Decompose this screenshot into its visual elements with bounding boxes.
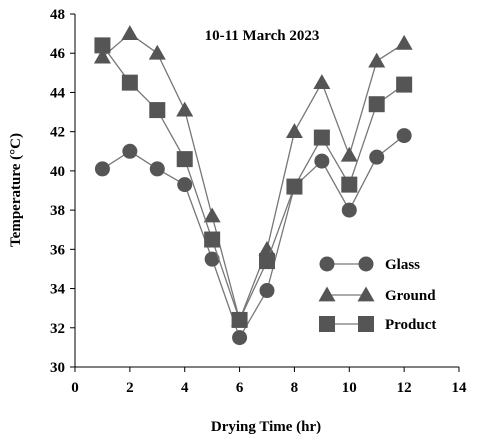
series-ground-point <box>121 25 139 40</box>
series-glass-point <box>122 143 138 159</box>
series-ground-line <box>102 32 405 323</box>
chart-legend: Glass Ground Product <box>318 256 436 333</box>
series-product-point <box>368 96 385 113</box>
series-product-point <box>396 76 413 93</box>
y-tick-label: 40 <box>50 164 65 180</box>
series-ground-point <box>285 123 303 139</box>
legend-marker-start <box>319 316 335 332</box>
series-product-point <box>286 178 303 195</box>
chart-axes <box>74 14 459 368</box>
x-tick-label: 2 <box>126 380 134 396</box>
series-glass-point <box>314 153 330 169</box>
series-ground-point <box>148 44 166 60</box>
series-ground-point <box>258 240 276 256</box>
series-glass-point <box>177 177 193 193</box>
legend-label: Product <box>385 317 436 333</box>
series-glass-point <box>232 330 248 346</box>
series-ground-point <box>313 74 331 90</box>
series-product-point <box>341 176 358 193</box>
y-tick-label: 46 <box>50 46 66 62</box>
legend-label: Glass <box>385 257 420 273</box>
series-product-point <box>149 102 166 119</box>
series-ground <box>93 25 413 327</box>
y-tick-label: 42 <box>50 125 65 141</box>
series-product-point <box>204 231 221 248</box>
series-glass-line <box>102 135 405 340</box>
y-tick-label: 30 <box>50 360 65 376</box>
legend-marker-start <box>319 256 335 272</box>
x-tick-label: 10 <box>342 380 357 396</box>
series-ground-point <box>340 146 358 162</box>
legend-marker-end <box>358 256 374 272</box>
series-product-line <box>101 44 405 322</box>
series-ground-point <box>203 207 221 223</box>
series-glass-point <box>149 161 165 177</box>
x-axis-label: Drying Time (hr) <box>211 419 321 435</box>
x-tick-label: 0 <box>71 380 79 396</box>
series-ground-point <box>395 34 413 50</box>
legend-marker-end <box>358 316 374 332</box>
series-product-point <box>313 129 330 146</box>
y-axis-label: Temperature (°C) <box>8 133 24 247</box>
legend-marker-start <box>318 286 336 302</box>
chart-series <box>93 25 413 346</box>
series-product-point <box>121 74 138 91</box>
x-tick-label: 14 <box>452 380 468 396</box>
series-glass-point <box>396 128 412 144</box>
series-product <box>94 37 413 328</box>
y-tick-label: 32 <box>50 321 65 337</box>
y-tick-label: 48 <box>50 7 65 23</box>
legend-item-ground: Ground <box>318 286 436 304</box>
series-product-point <box>94 37 111 54</box>
x-tick-label: 4 <box>181 380 189 396</box>
x-tick-label: 8 <box>291 380 299 396</box>
chart-title: 10-11 March 2023 <box>205 28 320 44</box>
y-tick-label: 38 <box>50 203 65 219</box>
series-ground-point <box>176 101 194 117</box>
series-glass <box>94 128 412 346</box>
series-glass-point <box>94 161 110 177</box>
series-ground-point <box>93 48 111 64</box>
legend-item-product: Product <box>319 316 436 333</box>
series-glass-point <box>341 202 357 218</box>
series-product-point <box>259 253 275 270</box>
legend-label: Ground <box>385 288 436 304</box>
x-tick-label: 6 <box>236 380 244 396</box>
series-ground-point <box>368 52 386 68</box>
series-product-point <box>231 311 248 328</box>
legend-item-glass: Glass <box>319 256 420 273</box>
y-tick-label: 34 <box>50 282 66 298</box>
series-glass-point <box>204 251 220 267</box>
x-tick-label: 12 <box>397 380 412 396</box>
y-tick-label: 36 <box>50 242 66 258</box>
series-product-point <box>176 151 193 168</box>
series-glass-point <box>259 283 275 299</box>
y-tick-label: 44 <box>50 85 66 101</box>
series-glass-point <box>369 149 385 165</box>
legend-marker-end <box>357 286 375 302</box>
